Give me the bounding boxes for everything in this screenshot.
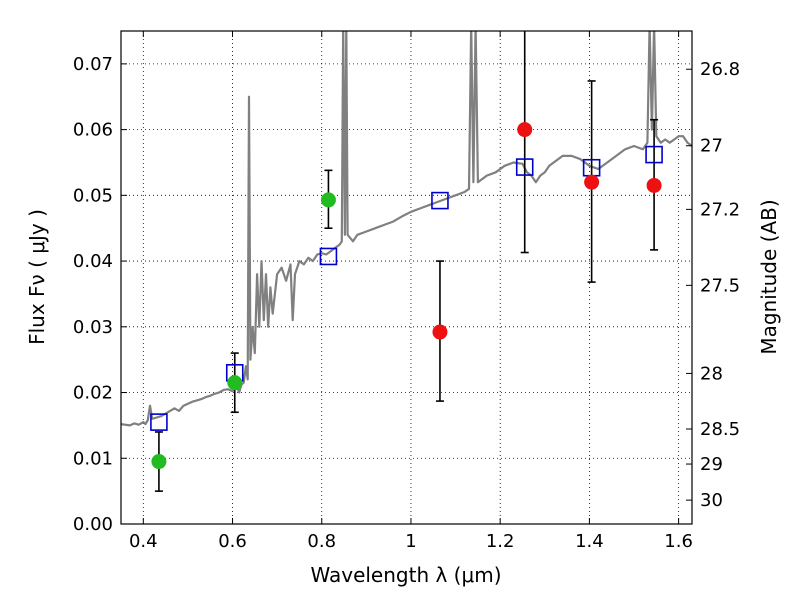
y-tick-label: 0.07 [73,54,113,75]
model-spectrum-layer [121,31,692,427]
x-tick-label: 0.4 [129,531,158,552]
model-square-marker [150,413,168,431]
x-tick-label: 1.6 [664,531,693,552]
green-data-point [227,375,243,391]
y-tick-label: 0.03 [73,317,113,338]
model-square-marker [515,158,534,176]
red-data-point [432,324,448,340]
model-spectrum-line [121,31,692,427]
red-data-point [517,122,533,138]
y-tick-label: 0.00 [73,514,113,535]
model-square-marker [319,247,338,266]
model-point-layer [150,145,663,431]
mag-tick-label: 27.5 [700,275,740,296]
mag-tick-label: 28 [700,363,723,384]
y-tick-label: 0.01 [73,448,113,469]
green-data-point [151,454,167,470]
x-tick-label: 1.2 [486,531,515,552]
mag-tick-label: 29 [700,454,723,475]
x-tick-label: 1.4 [575,531,604,552]
green-data-point [320,192,336,208]
y2-axis-label: Magnitude (AB) [757,199,781,354]
mag-tick-label: 30 [700,490,723,511]
mag-tick-label: 27.2 [700,199,740,220]
y-tick-label: 0.02 [73,383,113,404]
mag-tick-label: 26.8 [700,59,740,80]
x-tick-label: 0.6 [218,531,247,552]
grid [121,31,692,525]
plot-frame [120,30,693,525]
y-tick-label: 0.04 [73,251,113,272]
y-tick-label: 0.05 [73,185,113,206]
errorbar-layer [154,31,659,492]
mag-tick-label: 27 [700,136,723,157]
y-axis-label: Flux Fν ( μJy ) [25,209,49,345]
photometry-point-layer [151,122,662,470]
red-data-point [646,177,662,193]
x-axis-label: Wavelength λ (μm) [310,563,501,587]
red-data-point [584,174,600,190]
x-tick-label: 1 [405,531,416,552]
model-square-marker [431,191,449,210]
mag-tick-label: 28.5 [700,419,740,440]
x-tick-label: 0.8 [307,531,336,552]
axes: 0.4 0.6 0.8 1 1.2 1.4 1.6 0.00 0.01 0.02 0.03 0.04 0… [73,31,740,552]
model-square-marker [645,145,663,164]
y-tick-label: 0.06 [73,120,113,141]
